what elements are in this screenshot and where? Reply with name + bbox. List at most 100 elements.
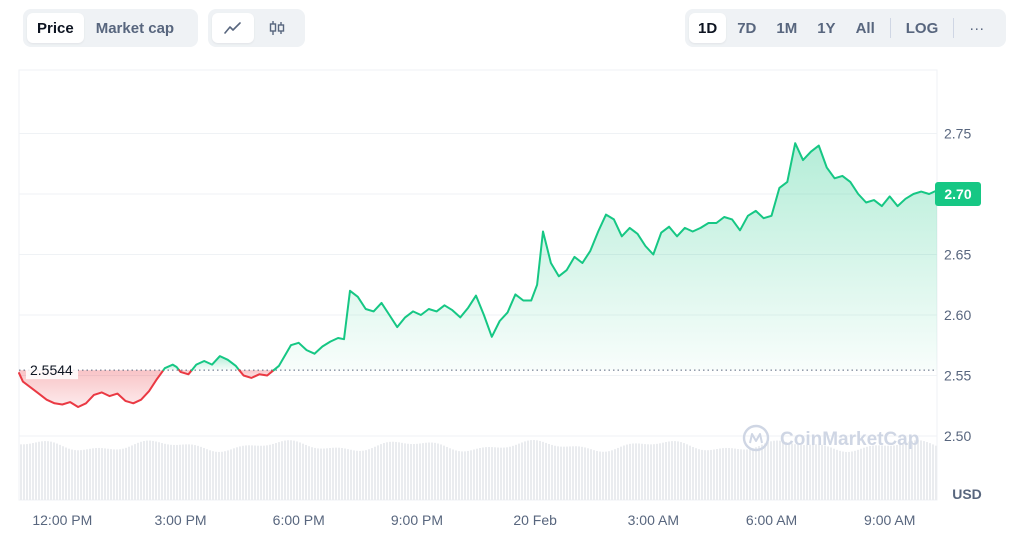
volume-bar — [512, 445, 514, 500]
volume-bar — [365, 450, 367, 500]
volume-bar — [110, 449, 112, 500]
volume-bar — [107, 448, 109, 500]
volume-bar — [323, 448, 325, 500]
volume-bar — [617, 447, 619, 500]
y-axis-labels: 2.75 2.70 2.65 2.60 2.55 2.50 — [944, 126, 971, 445]
line-chart-icon — [224, 22, 241, 34]
volume-bar — [587, 448, 589, 500]
volume-bar — [761, 444, 763, 500]
volume-bar — [488, 447, 490, 500]
volume-bar — [764, 443, 766, 500]
x-tick-label: 9:00 PM — [391, 512, 443, 528]
reference-price-label: 2.5544 — [30, 362, 73, 378]
volume-bar — [776, 440, 778, 500]
volume-bar — [836, 449, 838, 500]
volume-bar — [260, 445, 262, 500]
volume-bar — [236, 447, 238, 500]
range-toggle: 1D 7D 1M 1Y All LOG ··· — [685, 9, 1006, 47]
y-tick-label: 2.55 — [944, 368, 971, 384]
volume-bar — [161, 443, 163, 500]
volume-bar — [35, 442, 37, 500]
volume-bar — [89, 448, 91, 500]
price-tab[interactable]: Price — [27, 13, 84, 43]
price-line-down — [178, 369, 193, 376]
volume-bar — [653, 444, 655, 500]
volume-bar — [854, 450, 856, 500]
volume-bar — [98, 447, 100, 500]
volume-bar — [329, 448, 331, 500]
volume-bar — [176, 444, 178, 500]
volume-bar — [839, 450, 841, 500]
volume-bar — [491, 447, 493, 500]
volume-bar — [32, 443, 34, 500]
volume-bar — [74, 450, 76, 500]
volume-bar — [440, 444, 442, 500]
x-tick-label: 3:00 AM — [628, 512, 679, 528]
volume-bar — [416, 443, 418, 500]
log-scale-button[interactable]: LOG — [905, 19, 939, 37]
volume-bar — [668, 441, 670, 500]
volume-bar — [413, 444, 415, 500]
volume-bar — [44, 441, 46, 500]
volume-bar — [506, 447, 508, 500]
volume-bar — [29, 443, 31, 500]
volume-bar — [818, 444, 820, 500]
volume-bar — [461, 451, 463, 500]
volume-bar — [464, 451, 466, 500]
volume-bar — [647, 444, 649, 500]
volume-bar — [299, 442, 301, 500]
volume-bar — [830, 447, 832, 500]
volume-bar — [71, 449, 73, 500]
volume-bar — [368, 449, 370, 500]
volume-bar — [746, 449, 748, 500]
volume-bar — [644, 444, 646, 500]
line-chart-button[interactable] — [212, 13, 254, 43]
x-axis-labels: 12:00 PM 3:00 PM 6:00 PM 9:00 PM 20 Feb 3:00 … — [32, 512, 915, 528]
volume-bar — [251, 445, 253, 500]
volume-bar — [95, 448, 97, 500]
volume-bar — [842, 451, 844, 500]
volume-bar — [749, 448, 751, 500]
volume-bar — [350, 449, 352, 500]
volume-bar — [812, 444, 814, 500]
candlestick-button[interactable] — [256, 13, 298, 43]
more-options-button[interactable]: ··· — [969, 19, 985, 37]
volume-bar — [806, 444, 808, 500]
volume-bar — [209, 450, 211, 500]
volume-bar — [701, 449, 703, 500]
volume-bar — [233, 448, 235, 500]
volume-bar — [671, 441, 673, 500]
range-1y-button[interactable]: 1Y — [817, 19, 836, 37]
volume-bar — [326, 448, 328, 500]
volume-bar — [20, 444, 22, 500]
volume-bar — [482, 447, 484, 500]
volume-bar — [935, 445, 937, 500]
price-line — [18, 142, 938, 408]
volume-bar — [779, 440, 781, 500]
volume-bar — [869, 446, 871, 500]
volume-bar — [152, 440, 154, 500]
volume-bar — [620, 446, 622, 500]
coinmarketcap-logo-icon — [742, 424, 770, 452]
volume-bar — [182, 444, 184, 500]
volume-bar — [530, 440, 532, 500]
volume-bar — [476, 448, 478, 500]
range-1d-button[interactable]: 1D — [689, 13, 727, 43]
range-7d-button[interactable]: 7D — [737, 19, 757, 37]
area-above-reference — [163, 364, 180, 371]
volume-bar — [851, 451, 853, 500]
volume-bar — [239, 446, 241, 500]
volume-bar — [662, 442, 664, 500]
volume-bar — [884, 445, 886, 500]
volume-bar — [38, 441, 40, 500]
market-cap-tab[interactable]: Market cap — [95, 19, 175, 37]
volume-bar — [341, 448, 343, 500]
volume-bar — [521, 442, 523, 500]
volume-bar — [179, 444, 181, 500]
range-all-button[interactable]: All — [855, 19, 875, 37]
volume-bar — [302, 443, 304, 500]
volume-bar — [524, 441, 526, 500]
volume-bar — [815, 444, 817, 500]
range-1m-button[interactable]: 1M — [776, 19, 798, 37]
volume-bar — [680, 442, 682, 500]
